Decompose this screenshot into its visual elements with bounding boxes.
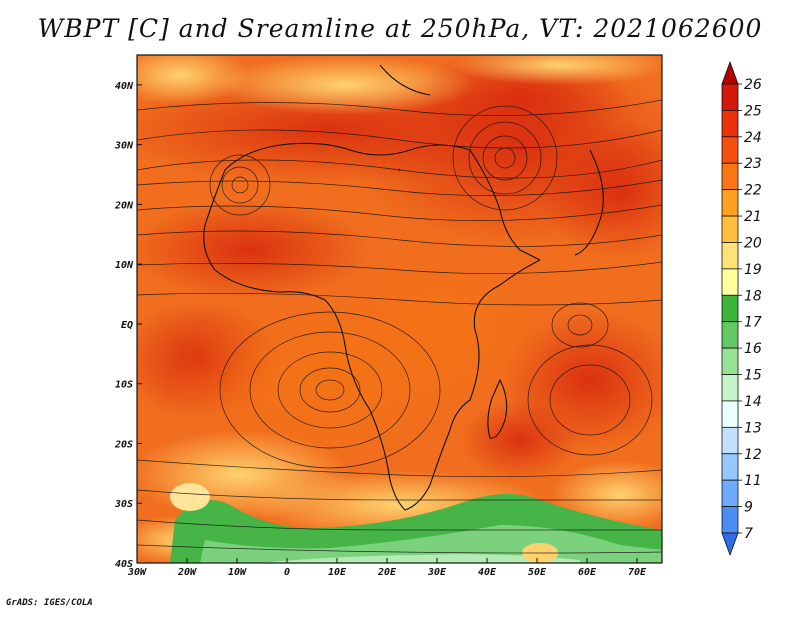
- shaded-field: [137, 55, 662, 563]
- colorbar-label: 7: [744, 526, 753, 542]
- y-tick-label: 40N: [115, 81, 134, 92]
- x-tick-label: 0: [284, 567, 290, 578]
- y-tick-label: 40S: [115, 559, 133, 570]
- y-axis: 40N 30N 20N 10N EQ 10S 20S 30S 40S: [114, 81, 142, 570]
- colorbar-swatch: [721, 268, 739, 296]
- colorbar-label: 13: [744, 420, 762, 436]
- chart-title: WBPT [C] and Sreamline at 250hPa, VT: 20…: [37, 14, 763, 43]
- colorbar-swatch: [721, 189, 739, 217]
- colorbar-swatch: [721, 453, 739, 481]
- colorbar-label: 21: [744, 209, 762, 225]
- colorbar-swatch: [721, 83, 739, 111]
- colorbar-label: 26: [744, 77, 762, 93]
- colorbar-swatch: [721, 321, 739, 349]
- colorbar-swatch: [721, 347, 739, 375]
- colorbar-swatch: [721, 242, 739, 270]
- colorbar-label: 12: [744, 447, 762, 463]
- colorbar-label: 11: [744, 473, 762, 489]
- colorbar-label: 9: [744, 500, 753, 516]
- x-tick-label: 20W: [177, 567, 197, 578]
- colorbar-label: 15: [744, 368, 762, 384]
- colorbar-label: 16: [744, 341, 762, 357]
- colorbar-swatch: [721, 215, 739, 243]
- colorbar-swatch: [721, 400, 739, 428]
- x-tick-label: 50E: [528, 567, 547, 578]
- colorbar-label: 24: [744, 130, 762, 146]
- x-tick-label: 70E: [628, 567, 647, 578]
- map-frame: [136, 54, 663, 564]
- x-tick-label: 30E: [427, 567, 447, 578]
- colorbar-label: 19: [744, 262, 762, 278]
- x-tick-label: 10W: [228, 567, 247, 578]
- colorbar-swatch: [721, 426, 739, 455]
- colorbar-swatch: [721, 162, 739, 191]
- colorbar-label: 17: [744, 315, 762, 331]
- colorbar-label: 14: [744, 394, 762, 410]
- colorbar-swatch: [721, 479, 739, 507]
- colorbar-swatch: [721, 374, 739, 402]
- footer-credit: GrADS: IGES/COLA: [6, 598, 93, 608]
- colorbar-label: 25: [744, 103, 762, 119]
- x-tick-label: 30W: [127, 567, 147, 578]
- x-tick-label: 10E: [328, 567, 347, 578]
- colorbar-label: 20: [744, 235, 762, 251]
- colorbar-top-arrow: [721, 60, 739, 85]
- x-axis: 30W 20W 10W 0 10E 20E 30E 40E 50E 60E 70E: [127, 558, 647, 578]
- colorbar-swatch: [721, 136, 739, 164]
- colorbar-bottom-arrow: [721, 532, 739, 557]
- y-tick-label: 20S: [114, 439, 133, 450]
- colorbar-swatch: [721, 294, 739, 323]
- x-tick-label: 20E: [377, 567, 397, 578]
- colorbar-label: 23: [744, 156, 762, 172]
- colorbar-label: 22: [744, 183, 762, 199]
- y-tick-label: 30N: [114, 141, 134, 152]
- y-tick-label: EQ: [121, 320, 133, 331]
- y-tick-label: 10S: [115, 380, 133, 391]
- colorbar: 26 25 24 23 22 21 20 19 18 17 16 15 14 13 12 11 9 7: [721, 60, 762, 557]
- x-tick-label: 60E: [578, 567, 597, 578]
- y-tick-label: 30S: [114, 499, 133, 510]
- y-tick-label: 10N: [115, 260, 134, 271]
- colorbar-swatch: [721, 506, 739, 534]
- x-tick-label: 40E: [478, 567, 497, 578]
- y-tick-label: 20N: [114, 200, 134, 211]
- colorbar-swatch: [721, 110, 739, 138]
- colorbar-label: 18: [744, 288, 762, 304]
